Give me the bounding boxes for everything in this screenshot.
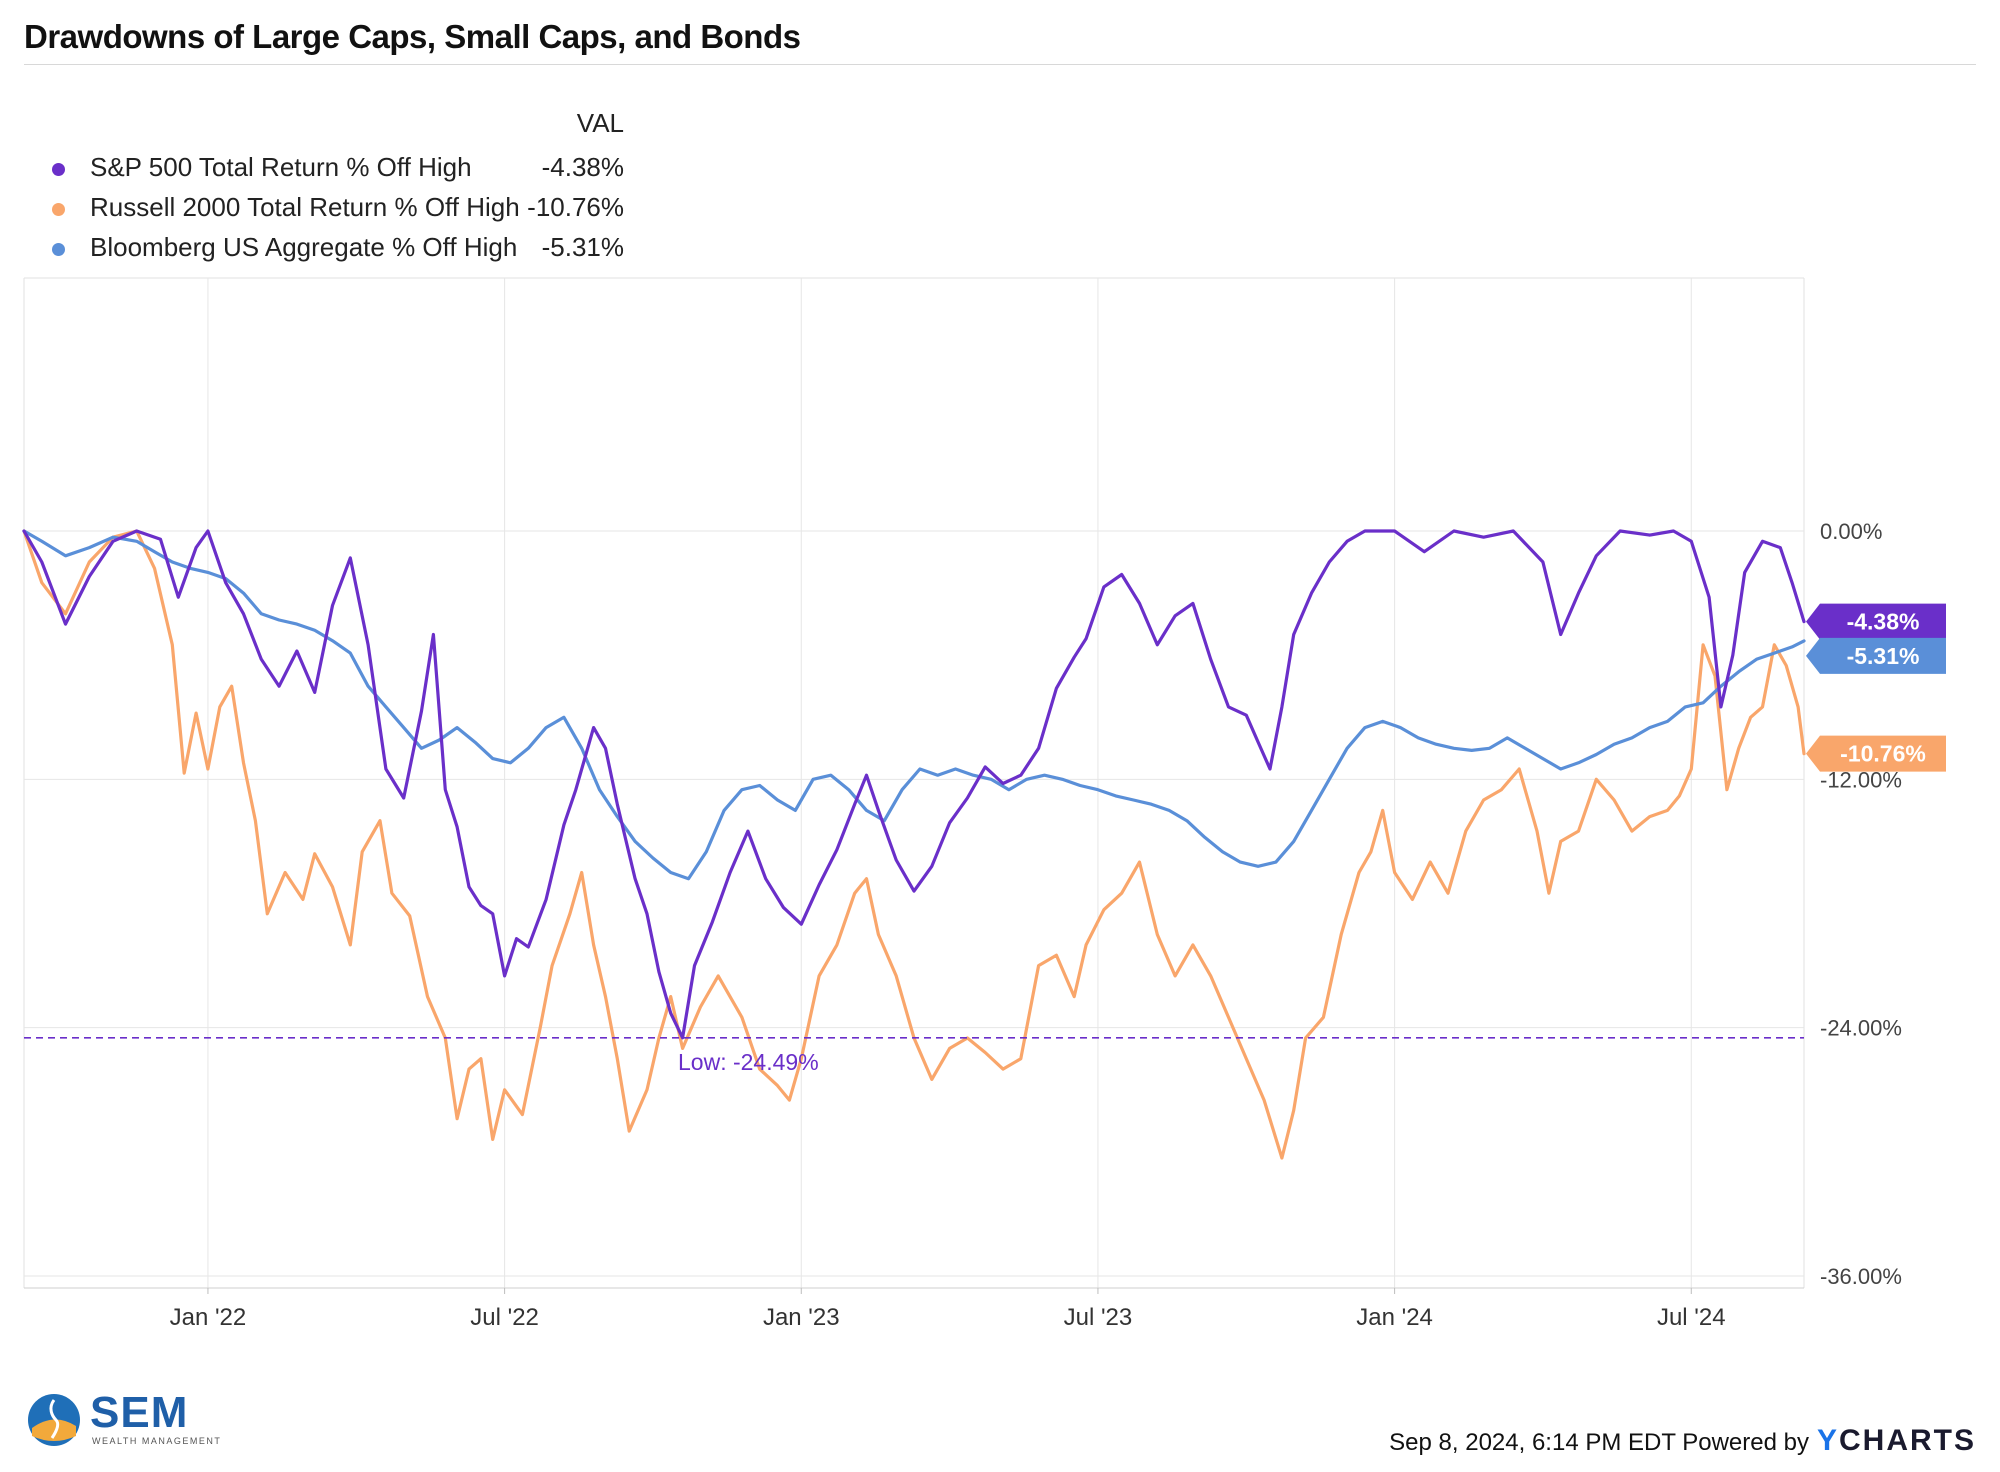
logo-wordmark: SEM	[90, 1388, 189, 1437]
chart-title: Drawdowns of Large Caps, Small Caps, and…	[24, 18, 801, 55]
end-value-tags: -4.38% -5.31% -10.76%	[1806, 603, 1946, 772]
legend-item-sp500[interactable]: S&P 500 Total Return % Off High -4.38%	[50, 152, 624, 190]
end-tag-label-0: -4.38%	[1847, 609, 1920, 635]
end-tag-2	[1806, 637, 1946, 674]
legend-dot-icon	[52, 203, 65, 216]
legend-label: Russell 2000 Total Return % Off High	[90, 192, 520, 222]
legend-value: -4.38%	[541, 152, 624, 182]
series-line-1[interactable]	[22, 529, 1806, 1160]
reference-line-layer: Low: -24.49%	[24, 1037, 1804, 1075]
ycharts-brand[interactable]: YCHARTS	[1817, 1424, 1976, 1457]
x-tick-label: Jan '24	[1356, 1304, 1433, 1331]
ycharts-brand-y: Y	[1816, 1424, 1839, 1457]
legend-label: Bloomberg US Aggregate % Off High	[90, 232, 518, 262]
legend-dot-icon	[52, 163, 65, 176]
end-tag-1	[1806, 735, 1946, 772]
sem-logo: SEM WEALTH MANAGEMENT	[26, 1388, 226, 1452]
footer-timestamp: Sep 8, 2024, 6:14 PM EDT Powered by	[1389, 1429, 1809, 1456]
y-tick-label: -24.00%	[1820, 1016, 1902, 1041]
title-divider	[24, 64, 1976, 65]
gridlines	[23, 277, 1805, 1288]
x-tick-label: Jan '22	[170, 1304, 247, 1331]
end-tag-label-1: -10.76%	[1840, 741, 1926, 767]
end-tag-0	[1806, 603, 1946, 640]
legend-dot-icon	[52, 243, 65, 256]
legend-item-russell2000[interactable]: Russell 2000 Total Return % Off High -10…	[50, 192, 624, 230]
series-lines[interactable]	[22, 529, 1806, 1160]
sem-globe-icon	[28, 1394, 80, 1446]
legend-value: -5.31%	[541, 232, 624, 262]
logo-subtitle: WEALTH MANAGEMENT	[92, 1436, 222, 1446]
footer: Sep 8, 2024, 6:14 PM EDT Powered by YCHAR…	[1389, 1424, 1976, 1458]
series-line-2[interactable]	[22, 529, 1806, 881]
x-tick-label: Jul '23	[1064, 1304, 1133, 1331]
legend-value: -10.76%	[527, 192, 624, 222]
legend-value-header: VAL	[576, 108, 624, 138]
series-line-0[interactable]	[22, 529, 1806, 1040]
low-reference-label: Low: -24.49%	[678, 1049, 819, 1075]
x-tick-label: Jul '22	[470, 1304, 539, 1331]
legend-label: S&P 500 Total Return % Off High	[90, 152, 472, 182]
y-tick-label: -36.00%	[1820, 1264, 1902, 1289]
y-tick-label: 0.00%	[1820, 519, 1882, 544]
x-tick-label: Jul '24	[1657, 1304, 1726, 1331]
legend-item-bloomberg-agg[interactable]: Bloomberg US Aggregate % Off High -5.31%	[50, 232, 624, 270]
ycharts-brand-rest: CHARTS	[1839, 1424, 1976, 1457]
axes: 0.00%-12.00%-24.00%-36.00%Jan '22 Jul '22…	[24, 519, 1902, 1331]
end-tag-label-2: -5.31%	[1847, 643, 1920, 669]
x-tick-label: Jan '23	[763, 1304, 840, 1331]
